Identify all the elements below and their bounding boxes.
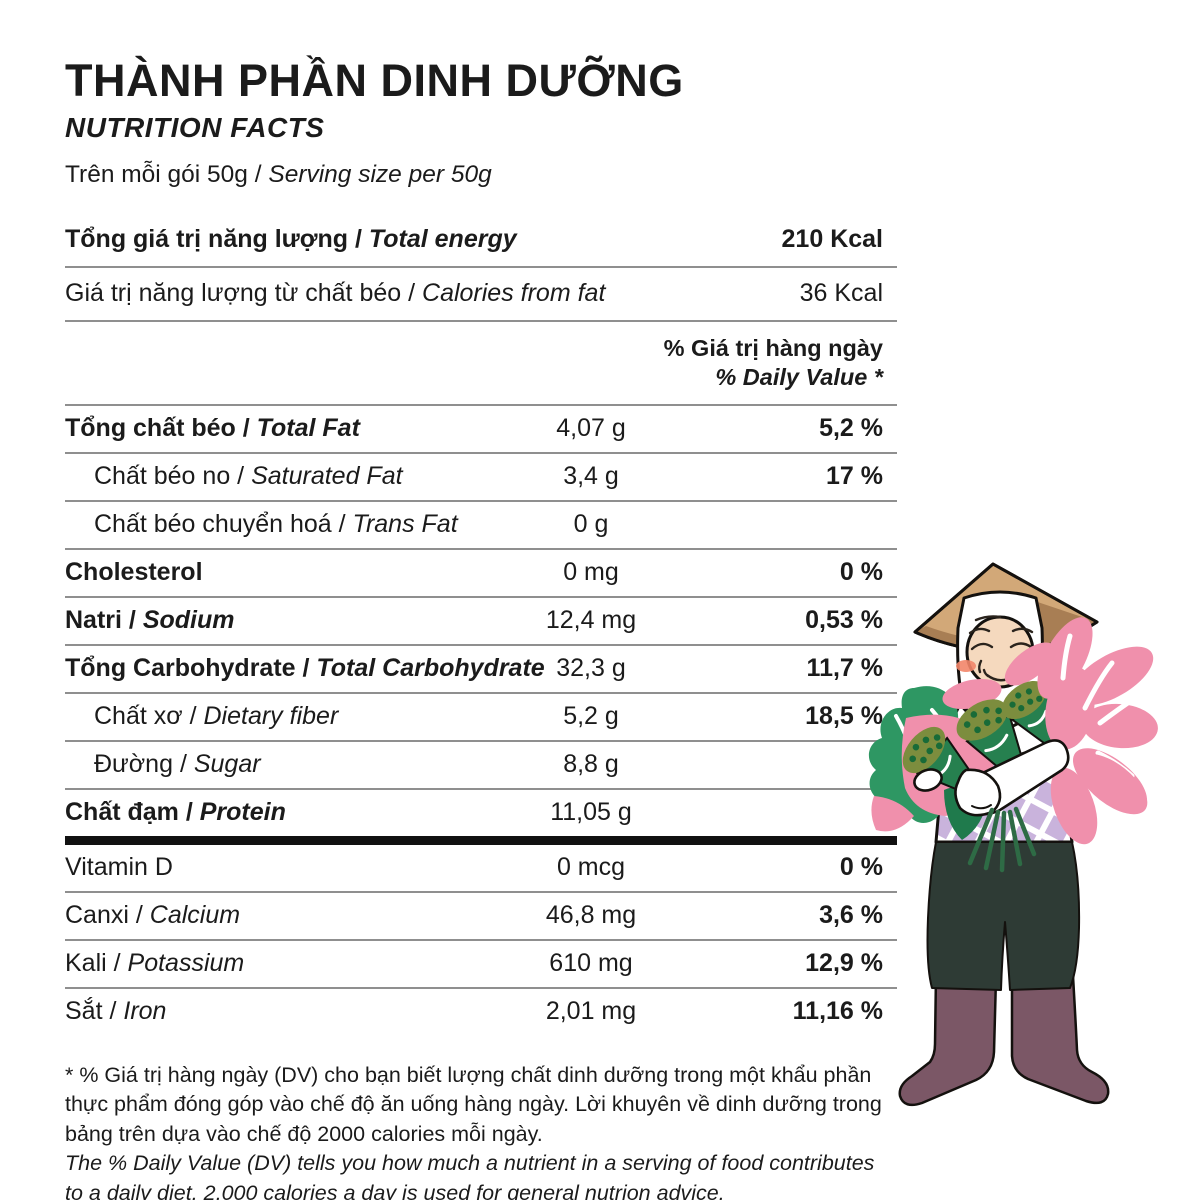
petal-over-arm (1076, 753, 1148, 815)
amount-value: 0 mg (563, 558, 619, 587)
nutrient-label: Tổng chất béo / Total Fat (65, 414, 360, 443)
footnote: * % Giá trị hàng ngày (DV) cho bạn biết … (65, 1061, 889, 1200)
boots (898, 972, 1110, 1107)
amount-value: 8,8 g (563, 750, 619, 779)
daily-value: 0,53 % (805, 606, 883, 635)
nutrient-label: Chất đạm / Protein (65, 798, 286, 827)
table-row: Sắt / Iron 2,01 mg 11,16 % (65, 989, 897, 1035)
serving-size-en: Serving size per 50g (268, 160, 492, 188)
table-row: Kali / Potassium 610 mg 12,9 % (65, 941, 897, 989)
table-row: Tổng Carbohydrate / Total Carbohydrate 3… (65, 646, 897, 694)
footnote-vi: * % Giá trị hàng ngày (DV) cho bạn biết … (65, 1062, 882, 1146)
nutrient-label: Chất béo chuyển hoá / Trans Fat (94, 510, 458, 539)
footnote-en: The % Daily Value (DV) tells you how muc… (65, 1151, 875, 1200)
pants (926, 841, 1081, 991)
daily-value-header-vi: % Giá trị hàng ngày (663, 334, 883, 361)
daily-value: 11,16 % (792, 997, 883, 1026)
daily-value: 12,9 % (805, 949, 883, 978)
nutrition-table: Tổng giá trị năng lượng / Total energy 2… (65, 214, 897, 1035)
nutrient-label: Cholesterol (65, 558, 203, 587)
daily-value: 17 % (826, 462, 883, 491)
page-title: THÀNH PHẦN DINH DƯỠNG (65, 55, 684, 106)
amount-value: 0 g (573, 510, 609, 539)
amount-value: 12,4 mg (545, 606, 637, 635)
amount-value: 0 mcg (556, 853, 626, 882)
table-row: Natri / Sodium 12,4 mg 0,53 % (65, 598, 897, 646)
label-content: THÀNH PHẦN DINH DƯỠNG NUTRITION FACTS Tr… (65, 58, 897, 1200)
nutrient-label: Đường / Sugar (94, 750, 261, 779)
table-row: Chất đạm / Protein 11,05 g (65, 790, 897, 845)
table-row: Tổng chất béo / Total Fat 4,07 g 5,2 % (65, 406, 897, 454)
stems (967, 806, 1037, 873)
table-row: Canxi / Calcium 46,8 mg 3,6 % (65, 893, 897, 941)
daily-value: 210 Kcal (781, 225, 883, 254)
nutrient-label: Canxi / Calcium (65, 901, 241, 930)
nutrient-label: Chất béo no / Saturated Fat (94, 462, 403, 491)
nutrient-label: Sắt / Iron (65, 997, 167, 1026)
daily-value: 11,7 % (806, 654, 883, 683)
nutrient-label: Tổng giá trị năng lượng / Total energy (65, 225, 517, 254)
page-subtitle: NUTRITION FACTS (65, 111, 325, 143)
nutrient-label: Kali / Potassium (65, 949, 245, 978)
amount-value: 46,8 mg (545, 901, 637, 930)
daily-value: 36 Kcal (799, 279, 883, 308)
nutrient-label: Chất xơ / Dietary fiber (94, 702, 339, 731)
table-row: Chất béo no / Saturated Fat 3,4 g 17 % (65, 454, 897, 502)
daily-value-header: % Giá trị hàng ngày % Daily Value * (65, 322, 897, 406)
table-row: Cholesterol 0 mg 0 % (65, 550, 897, 598)
daily-value: 0 % (839, 853, 883, 882)
daily-value: 0 % (839, 558, 883, 587)
serving-size-separator: / (247, 160, 269, 188)
table-row: Giá trị năng lượng từ chất béo / Calorie… (65, 268, 897, 322)
daily-value: 18,5 % (805, 702, 883, 731)
table-row: Vitamin D 0 mcg 0 % (65, 845, 897, 893)
amount-value: 32,3 g (556, 654, 626, 683)
table-row: Đường / Sugar 8,8 g (65, 742, 897, 790)
nutrient-label: Tổng Carbohydrate / Total Carbohydrate (65, 654, 545, 683)
amount-value: 610 mg (549, 949, 633, 978)
lotus-seed-pod (956, 699, 1024, 774)
daily-value-header-en: % Daily Value * (715, 363, 883, 390)
farmer-illustration (868, 562, 1158, 1107)
lotus-bouquet (868, 617, 1158, 845)
arm (913, 739, 1070, 817)
nutrient-label: Giá trị năng lượng từ chất béo / Calorie… (65, 279, 606, 308)
table-row: Chất xơ / Dietary fiber 5,2 g 18,5 % (65, 694, 897, 742)
amount-value: 4,07 g (556, 414, 626, 443)
amount-value: 11,05 g (550, 798, 632, 827)
amount-value: 2,01 mg (545, 997, 637, 1026)
amount-value: 3,4 g (563, 462, 619, 491)
table-row: Chất béo chuyển hoá / Trans Fat 0 g (65, 502, 897, 550)
serving-size-line: Trên mỗi gói 50g / Serving size per 50g (65, 161, 897, 189)
amount-value: 5,2 g (563, 702, 619, 731)
daily-value: 3,6 % (819, 901, 883, 930)
nutrient-label: Natri / Sodium (65, 606, 235, 635)
nutrient-label: Vitamin D (65, 853, 173, 882)
serving-size-vi: Trên mỗi gói 50g (65, 160, 248, 188)
daily-value: 5,2 % (819, 414, 883, 443)
table-row: Tổng giá trị năng lượng / Total energy 2… (65, 214, 897, 268)
